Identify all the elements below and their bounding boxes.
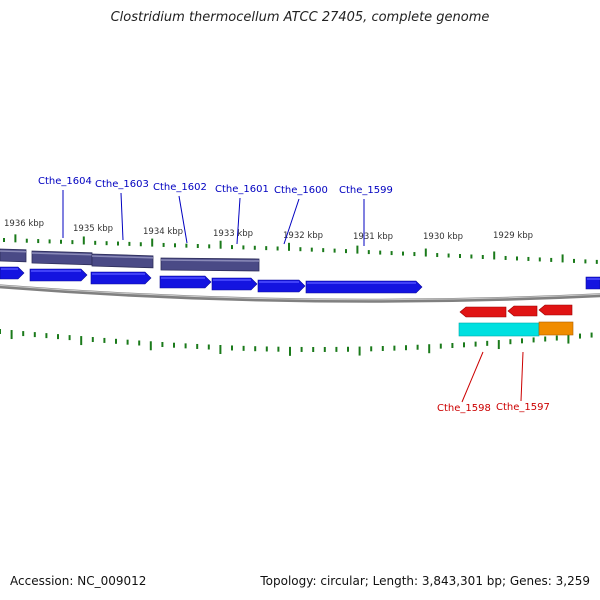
scale-label: 1936 kbp bbox=[4, 219, 44, 229]
gene-label: Cthe_1600 bbox=[274, 185, 328, 196]
leader-line bbox=[283, 198, 300, 245]
gene-labels: Cthe_1604 Cthe_1603 Cthe_1602 Cthe_1601 Cthe… bbox=[38, 176, 550, 414]
reverse-rna-block bbox=[458, 322, 540, 337]
cds-highlight bbox=[160, 259, 260, 262]
forward-gene-arrow bbox=[305, 280, 423, 294]
gene-label: Cthe_1597 bbox=[496, 402, 550, 413]
reverse-gene-arrow bbox=[459, 306, 507, 318]
forward-gene-arrow bbox=[257, 279, 306, 293]
cds-highlight bbox=[31, 252, 93, 256]
backbone-track bbox=[0, 284, 600, 303]
scale-label: 1931 kbp bbox=[353, 232, 393, 242]
backbone-highlight bbox=[0, 284, 600, 301]
scale-label: 1935 kbp bbox=[73, 224, 113, 234]
cds-track bbox=[0, 248, 260, 272]
reverse-gene-arrow bbox=[538, 304, 573, 316]
reverse-gene-arrow bbox=[507, 305, 538, 317]
map-title: Clostridium thermocellum ATCC 27405, com… bbox=[110, 10, 490, 25]
cds-highlight bbox=[0, 250, 27, 253]
forward-gene-arrow bbox=[585, 276, 600, 290]
gene-label: Cthe_1601 bbox=[215, 184, 269, 195]
scale-labels: 1936 kbp 1935 kbp 1934 kbp 1933 kbp 1932 kbp… bbox=[4, 219, 533, 242]
forward-gene-arrow bbox=[0, 266, 25, 280]
forward-gene-arrow bbox=[159, 275, 212, 289]
scale-label: 1932 kbp bbox=[283, 231, 323, 241]
tick-track-top bbox=[3, 234, 598, 264]
forward-gene-arrow bbox=[211, 277, 258, 291]
genome-summary-text: Topology: circular; Length: 3,843,301 bp… bbox=[260, 574, 590, 588]
gene-label: Cthe_1602 bbox=[153, 182, 207, 193]
leader-line bbox=[461, 351, 484, 403]
reverse-orange-block bbox=[538, 321, 574, 336]
leader-line bbox=[120, 192, 124, 241]
forward-gene-arrow bbox=[29, 268, 88, 282]
scale-label: 1929 kbp bbox=[493, 231, 533, 241]
scale-label: 1930 kbp bbox=[423, 232, 463, 242]
leader-line bbox=[236, 197, 241, 245]
gene-label: Cthe_1604 bbox=[38, 176, 92, 187]
gene-label: Cthe_1598 bbox=[437, 403, 491, 414]
scale-label: 1934 kbp bbox=[143, 227, 183, 237]
backbone-line bbox=[0, 284, 600, 303]
forward-gene-track bbox=[0, 266, 600, 294]
reverse-gene-track bbox=[458, 304, 574, 337]
leader-line bbox=[520, 351, 524, 402]
forward-gene-arrow bbox=[90, 271, 152, 285]
scale-label: 1933 kbp bbox=[213, 229, 253, 239]
gene-label: Cthe_1599 bbox=[339, 185, 393, 196]
cds-highlight bbox=[91, 255, 154, 259]
accession-text: Accession: NC_009012 bbox=[10, 574, 147, 588]
tick-track-bottom bbox=[0, 329, 593, 356]
gene-label: Cthe_1603 bbox=[95, 179, 149, 190]
leader-line bbox=[178, 195, 188, 244]
